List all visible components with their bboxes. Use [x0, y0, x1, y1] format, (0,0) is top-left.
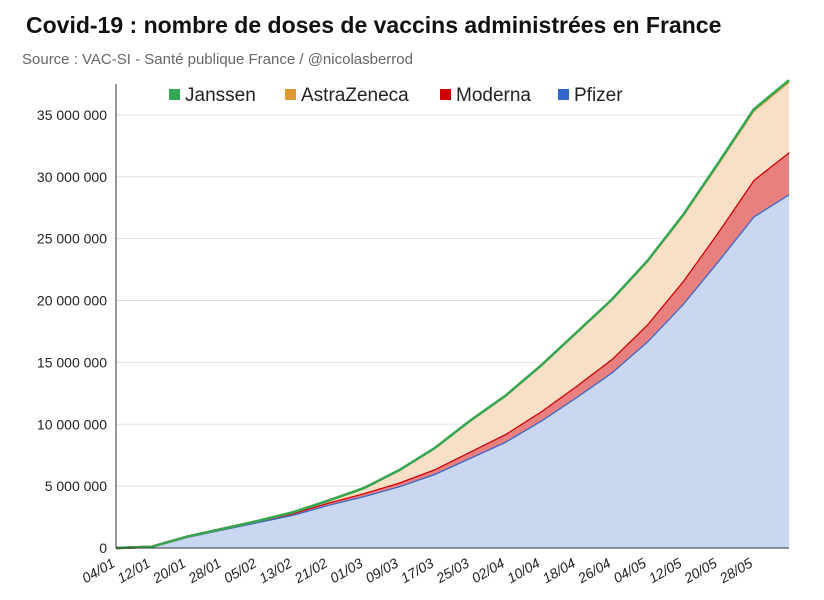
area-astrazeneca: [116, 81, 789, 548]
chart-subtitle: Source : VAC-SI - Santé publique France …: [22, 51, 413, 68]
x-tick-label: 28/05: [716, 555, 755, 587]
y-tick-label: 0: [99, 540, 107, 556]
x-tick-label: 01/03: [327, 555, 366, 586]
chart-title: Covid-19 : nombre de doses de vaccins ad…: [26, 12, 722, 38]
x-tick-label: 17/03: [398, 555, 437, 586]
legend-swatch-pfizer: [558, 89, 569, 100]
x-tick-label: 26/04: [574, 555, 613, 587]
legend-swatch-janssen: [169, 89, 180, 100]
x-tick-label: 10/04: [504, 555, 543, 586]
x-tick-label: 25/03: [432, 555, 471, 587]
x-tick-label: 12/01: [115, 555, 153, 586]
axes: [115, 84, 789, 549]
y-tick-label: 15 000 000: [37, 354, 107, 370]
x-tick-label: 09/03: [363, 555, 402, 586]
y-tick-label: 10 000 000: [37, 416, 107, 432]
x-tick-label: 05/02: [221, 555, 260, 586]
x-axis-ticks: 04/0112/0120/0128/0105/0213/0221/0201/03…: [79, 555, 755, 587]
x-tick-label: 20/05: [680, 555, 719, 587]
area-pfizer: [116, 194, 789, 548]
x-tick-label: 04/01: [79, 555, 117, 586]
y-axis-ticks: 0 5 000 000 10 000 000 15 000 000 20 000 000…: [37, 107, 107, 556]
x-tick-label: 13/02: [256, 555, 295, 586]
legend-label-moderna: Moderna: [456, 85, 531, 106]
y-tick-label: 35 000 000: [37, 107, 107, 123]
y-tick-label: 30 000 000: [37, 169, 107, 185]
x-tick-label: 18/04: [540, 555, 579, 586]
y-tick-label: 20 000 000: [37, 293, 107, 309]
legend-swatch-astrazeneca: [285, 89, 296, 100]
legend-swatch-moderna: [440, 89, 451, 100]
x-tick-label: 04/05: [610, 555, 649, 586]
legend: Janssen AstraZeneca Moderna Pfizer: [169, 85, 623, 106]
line-janssen: [115, 79, 790, 550]
x-tick-label: 02/04: [469, 555, 508, 586]
x-tick-label: 28/01: [185, 555, 224, 587]
stacked-areas: [115, 79, 790, 550]
x-tick-label: 21/02: [291, 555, 330, 587]
y-tick-label: 25 000 000: [37, 231, 107, 247]
x-tick-label: 12/05: [646, 555, 685, 586]
legend-label-astrazeneca: AstraZeneca: [301, 85, 409, 106]
x-tick-label: 20/01: [149, 555, 188, 587]
legend-label-janssen: Janssen: [185, 85, 256, 106]
y-tick-label: 5 000 000: [45, 478, 107, 494]
legend-label-pfizer: Pfizer: [574, 85, 623, 106]
